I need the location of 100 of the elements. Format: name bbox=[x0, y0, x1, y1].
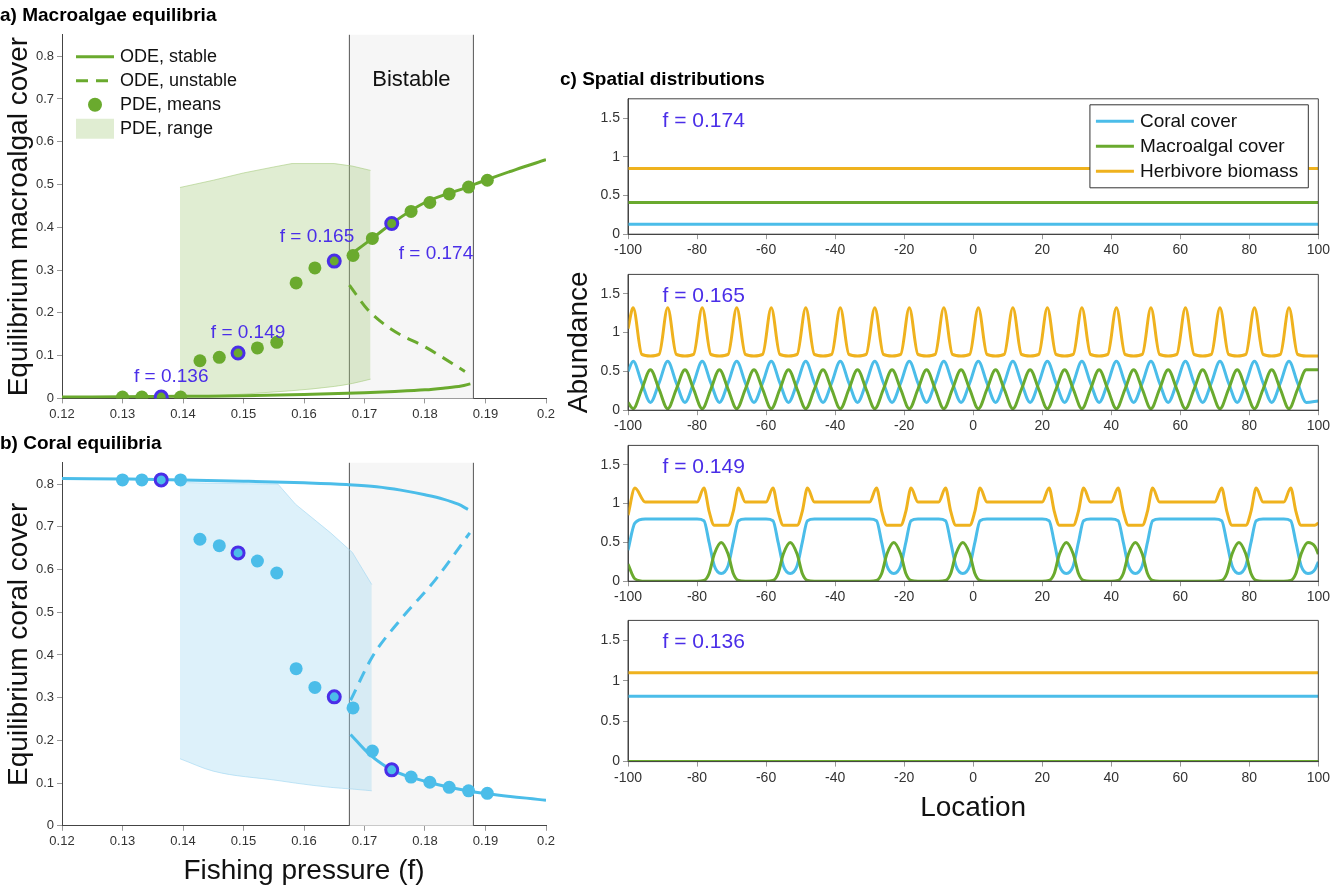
x-tick-label: 20 bbox=[1034, 417, 1051, 434]
x-tick-label: 20 bbox=[1034, 588, 1051, 605]
band-label: Bistable bbox=[372, 65, 451, 91]
annotation: f = 0.174 bbox=[662, 107, 746, 131]
legend-label: ODE, stable bbox=[120, 45, 218, 66]
x-tick-label: -100 bbox=[613, 768, 643, 785]
y-tick-label: 0 bbox=[46, 389, 54, 405]
x-tick-label: 40 bbox=[1103, 768, 1120, 785]
x-tick-label: 0.13 bbox=[109, 833, 136, 849]
y-tick-label: 0 bbox=[612, 225, 621, 242]
annotation: f = 0.149 bbox=[662, 454, 745, 478]
x-tick-label: 0.13 bbox=[109, 405, 136, 421]
x-tick-label: 100 bbox=[1306, 241, 1331, 258]
x-axis-title: Location bbox=[920, 790, 1027, 822]
x-tick-label: -40 bbox=[824, 417, 846, 434]
x-tick-label: 0.18 bbox=[412, 405, 438, 421]
x-tick-label: 80 bbox=[1241, 768, 1258, 785]
x-tick-label: 80 bbox=[1241, 241, 1258, 258]
x-tick-label: -20 bbox=[894, 588, 915, 605]
chart-title: a) Macroalgae equilibria bbox=[0, 3, 217, 25]
x-tick-label: 0.2 bbox=[536, 405, 556, 421]
annotation: f = 0.165 bbox=[662, 283, 745, 307]
x-tick-label: -20 bbox=[894, 768, 915, 785]
y-axis-title: Equilibrium coral cover bbox=[1, 502, 33, 786]
x-tick-label: 40 bbox=[1103, 588, 1120, 605]
x-tick-label: -40 bbox=[824, 768, 846, 785]
x-tick-label: -20 bbox=[894, 241, 915, 258]
x-tick-label: -40 bbox=[824, 588, 846, 605]
y-tick-label: 0.1 bbox=[35, 774, 54, 790]
x-tick-label: 100 bbox=[1306, 768, 1331, 785]
y-tick-label: 1 bbox=[612, 323, 621, 340]
y-tick-label: 0.5 bbox=[35, 603, 54, 619]
x-tick-label: 20 bbox=[1034, 241, 1051, 258]
x-tick-label: 0.17 bbox=[351, 405, 378, 421]
y-axis-title: Abundance bbox=[561, 271, 593, 414]
x-tick-label: -100 bbox=[613, 417, 643, 434]
x-tick-label: 60 bbox=[1172, 588, 1189, 605]
y-tick-label: 0.5 bbox=[600, 712, 621, 729]
x-tick-label: -80 bbox=[686, 768, 708, 785]
y-tick-label: 0.8 bbox=[35, 47, 54, 63]
x-tick-label: -100 bbox=[613, 241, 643, 258]
legend-label: Macroalgal cover bbox=[1139, 134, 1286, 156]
x-tick-label: 0.16 bbox=[291, 405, 317, 421]
x-tick-label: 0.14 bbox=[170, 833, 196, 849]
x-tick-label: 0.2 bbox=[536, 833, 556, 849]
x-tick-label: 0 bbox=[969, 241, 978, 258]
y-tick-label: 0.6 bbox=[35, 133, 54, 149]
annotation: f = 0.136 bbox=[662, 629, 745, 653]
x-tick-label: 100 bbox=[1306, 417, 1331, 434]
x-tick-label: 0 bbox=[969, 588, 978, 605]
x-tick-label: -80 bbox=[686, 588, 708, 605]
legend-label: PDE, range bbox=[120, 117, 214, 138]
x-tick-label: -60 bbox=[755, 417, 777, 434]
x-tick-label: -20 bbox=[894, 417, 915, 434]
x-tick-label: 0.14 bbox=[170, 405, 196, 421]
x-tick-label: 60 bbox=[1172, 241, 1189, 258]
x-tick-label: 0.17 bbox=[351, 833, 378, 849]
x-tick-label: -60 bbox=[755, 588, 777, 605]
legend-label: Coral cover bbox=[1139, 109, 1238, 131]
y-tick-label: 0.5 bbox=[600, 186, 621, 203]
y-tick-label: 1.5 bbox=[600, 455, 621, 472]
y-tick-label: 1.5 bbox=[600, 631, 621, 648]
y-tick-label: 0.5 bbox=[600, 362, 621, 379]
x-tick-label: 0 bbox=[969, 768, 978, 785]
y-axis-title: Equilibrium macroalgal cover bbox=[1, 36, 33, 397]
annotation: f = 0.165 bbox=[279, 225, 355, 247]
x-tick-label: 0.15 bbox=[230, 405, 257, 421]
y-tick-label: 0.6 bbox=[35, 561, 54, 577]
y-tick-label: 0.5 bbox=[600, 533, 621, 550]
x-tick-label: 80 bbox=[1241, 588, 1258, 605]
legend-label: Herbivore biomass bbox=[1139, 159, 1299, 181]
x-tick-label: -60 bbox=[755, 768, 777, 785]
x-tick-label: 0 bbox=[969, 417, 978, 434]
x-tick-label: 0.19 bbox=[472, 405, 499, 421]
y-tick-label: 0.1 bbox=[35, 347, 54, 363]
y-tick-label: 0.5 bbox=[35, 176, 54, 192]
chart-title: b) Coral equilibria bbox=[0, 431, 162, 453]
y-tick-label: 0.2 bbox=[35, 731, 54, 747]
y-tick-label: 0.7 bbox=[35, 518, 54, 534]
x-tick-label: 60 bbox=[1172, 417, 1189, 434]
x-tick-label: 0.16 bbox=[291, 833, 317, 849]
y-tick-label: 0.4 bbox=[35, 218, 54, 234]
y-tick-label: 0 bbox=[612, 572, 621, 589]
y-tick-label: 0.8 bbox=[35, 475, 54, 491]
x-tick-label: 40 bbox=[1103, 241, 1120, 258]
annotation: f = 0.174 bbox=[398, 241, 474, 263]
x-tick-label: 0.12 bbox=[49, 833, 75, 849]
x-tick-label: -100 bbox=[613, 588, 643, 605]
annotation: f = 0.136 bbox=[133, 365, 209, 387]
chart-title: c) Spatial distributions bbox=[560, 67, 765, 89]
y-tick-label: 1.5 bbox=[600, 109, 621, 125]
y-tick-label: 0.4 bbox=[35, 646, 54, 662]
y-tick-label: 0.2 bbox=[35, 304, 54, 320]
x-tick-label: 60 bbox=[1172, 768, 1189, 785]
y-tick-label: 0 bbox=[46, 817, 54, 833]
y-tick-label: 1 bbox=[612, 494, 621, 511]
x-tick-label: 20 bbox=[1034, 768, 1051, 785]
y-tick-label: 1.5 bbox=[600, 284, 621, 301]
annotation: f = 0.149 bbox=[210, 321, 286, 343]
x-tick-label: 0.19 bbox=[472, 833, 499, 849]
